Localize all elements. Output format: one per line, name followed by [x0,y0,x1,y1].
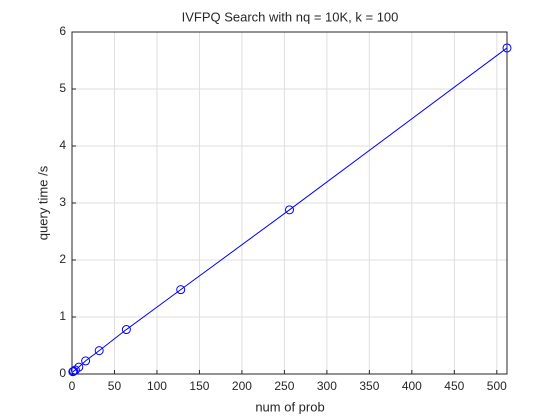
y-tick-label: 5 [59,81,66,95]
x-tick-label: 200 [232,379,252,393]
x-tick-label: 250 [274,379,294,393]
data-point [81,356,91,366]
x-axis-label: num of prob [255,399,324,414]
x-tick-label: 300 [317,379,337,393]
y-tick-label: 1 [59,309,66,323]
data-point [68,367,78,377]
data-line [72,47,508,373]
chart-title: IVFPQ Search with nq = 10K, k = 100 [182,9,399,24]
data-point [74,362,84,372]
x-tick-label: 100 [147,379,167,393]
y-axis-label: query time /s [35,165,50,240]
data-point [176,285,186,295]
x-tick-label: 150 [189,379,209,393]
y-tick-label: 0 [59,366,66,380]
x-tick-label: 500 [487,379,507,393]
y-tick-label: 4 [59,138,66,152]
y-tick-label: 3 [59,195,66,209]
x-tick-label: 0 [69,379,76,393]
data-point [285,205,294,215]
x-tick-label: 50 [108,379,122,393]
data-point [121,325,131,335]
x-tick-label: 400 [402,379,422,393]
data-point [94,346,104,356]
x-tick-label: 450 [444,379,464,393]
x-tick-label: 350 [359,379,379,393]
y-tick-label: 2 [59,252,66,266]
axes-box [71,31,508,375]
data-point [502,43,512,53]
y-tick-label: 6 [59,24,66,38]
